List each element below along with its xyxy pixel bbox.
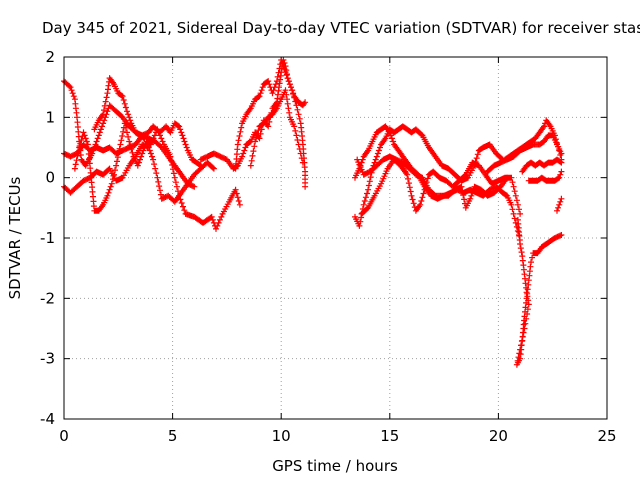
plus-markers bbox=[354, 153, 511, 211]
plus-markers bbox=[513, 216, 565, 368]
y-tick-label: -1 bbox=[40, 229, 55, 247]
series-track7 bbox=[232, 57, 309, 172]
plus-markers bbox=[554, 195, 565, 214]
x-tick-label: 20 bbox=[489, 427, 508, 445]
plus-markers bbox=[519, 156, 565, 175]
plus-markers bbox=[352, 123, 506, 229]
x-tick-label: 15 bbox=[380, 427, 399, 445]
series-track12 bbox=[354, 153, 511, 211]
y-tick-label: 2 bbox=[45, 48, 55, 66]
plus-markers bbox=[247, 87, 306, 169]
series-track5 bbox=[91, 75, 148, 142]
plus-markers bbox=[501, 117, 565, 163]
series-track18 bbox=[554, 195, 565, 214]
series-track10 bbox=[352, 123, 506, 229]
plus-markers bbox=[91, 75, 148, 142]
plus-markers bbox=[525, 168, 565, 184]
grid bbox=[64, 57, 607, 419]
plus-markers bbox=[232, 57, 309, 172]
y-tick-label: 1 bbox=[45, 108, 55, 126]
y-axis-label: SDTVAR / TECUs bbox=[6, 176, 24, 299]
x-tick-label: 0 bbox=[59, 427, 69, 445]
y-tick-label: -4 bbox=[40, 410, 55, 428]
x-tick-label: 5 bbox=[168, 427, 178, 445]
axis-ticks: 0 5 10 15 20 25 -4 -3 -2 -1 0 1 2 bbox=[40, 48, 617, 445]
plus-markers bbox=[61, 141, 217, 205]
data-points bbox=[61, 57, 565, 368]
x-tick-label: 10 bbox=[272, 427, 291, 445]
series-track15 bbox=[519, 156, 565, 175]
plus-markers bbox=[71, 120, 243, 232]
chart-title: Day 345 of 2021, Sidereal Day-to-day VTE… bbox=[42, 19, 640, 37]
x-axis-label: GPS time / hours bbox=[272, 457, 398, 475]
series-track14 bbox=[501, 117, 565, 163]
plot-frame bbox=[63, 56, 608, 420]
series-track4 bbox=[71, 120, 243, 232]
y-tick-label: -3 bbox=[40, 350, 55, 368]
y-tick-label: 0 bbox=[45, 169, 55, 187]
y-tick-label: -2 bbox=[40, 289, 55, 307]
series-track3 bbox=[61, 141, 217, 205]
series-track17 bbox=[525, 168, 565, 184]
x-tick-label: 25 bbox=[597, 427, 616, 445]
series-track8 bbox=[247, 87, 306, 169]
series-track16 bbox=[513, 216, 565, 368]
